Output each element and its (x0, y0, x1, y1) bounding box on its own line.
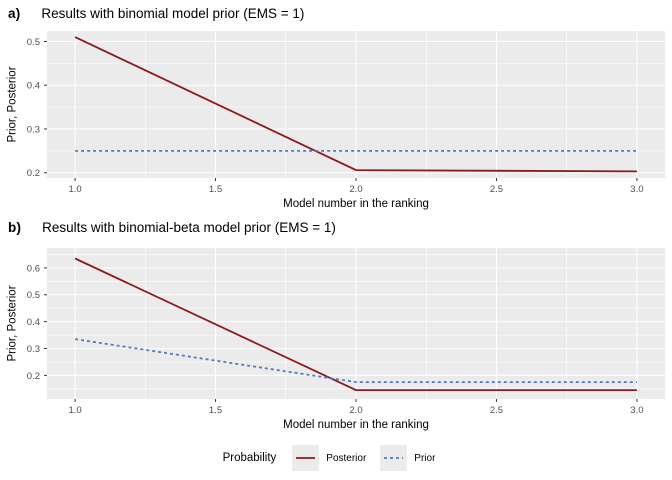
y-tick-label: 0.2 (27, 168, 40, 179)
y-tick-label: 0.6 (27, 263, 40, 274)
series-line-posterior (74, 36, 637, 173)
legend: Probability Posterior Prior (0, 443, 672, 473)
panel-a-chart: 1.0 1.5 2.0 2.5 3.0 0.2 0.3 0.4 0.5 (0, 24, 672, 220)
series-line-posterior (74, 257, 637, 392)
legend-label-posterior: Posterior (326, 452, 367, 464)
prior-line-icon (380, 445, 408, 471)
legend-item: Posterior (292, 445, 366, 471)
y-tick-label: 0.4 (27, 317, 40, 328)
legend-title: Probability (222, 452, 277, 464)
x-tick-label: 1.0 (68, 184, 81, 195)
x-tick-label: 2.5 (490, 405, 503, 416)
panel-a-header: a) Results with binomial model prior (EM… (8, 6, 304, 21)
y-tick-label: 0.3 (27, 124, 40, 135)
x-tick-label: 2.0 (349, 184, 362, 195)
series-line-prior (74, 338, 637, 384)
legend-label-prior: Prior (414, 452, 436, 464)
x-tick-label: 1.5 (209, 405, 222, 416)
posterior-line-icon (292, 445, 320, 471)
x-tick-label: 1.5 (209, 184, 222, 195)
x-tick-label: 3.0 (630, 184, 643, 195)
panel-b-header: b) Results with binomial-beta model prio… (8, 220, 336, 235)
x-tick-label: 1.0 (68, 405, 81, 416)
x-tick-label: 2.5 (490, 184, 503, 195)
panel-b-x-axis-title: Model number in the ranking (283, 419, 429, 431)
x-tick-label: 2.0 (349, 405, 362, 416)
y-tick-label: 0.2 (27, 371, 40, 382)
y-tick-label: 0.4 (27, 81, 40, 92)
y-tick-label: 0.3 (27, 344, 40, 355)
y-tick-label: 0.5 (27, 37, 40, 48)
panel-a-label: a) (8, 6, 21, 21)
panel-b-chart: 1.0 1.5 2.0 2.5 3.0 0.2 0.3 0.4 0.5 0.6 (0, 240, 672, 445)
x-tick-label: 3.0 (630, 405, 643, 416)
panel-a-x-axis-title: Model number in the ranking (283, 198, 429, 210)
legend-item: Prior (380, 445, 435, 471)
panel-b-label: b) (8, 220, 22, 235)
y-tick-label: 0.5 (27, 290, 40, 301)
panel-a-title: Results with binomial model prior (EMS =… (41, 6, 305, 21)
panel-b-title: Results with binomial-beta model prior (… (42, 220, 336, 235)
